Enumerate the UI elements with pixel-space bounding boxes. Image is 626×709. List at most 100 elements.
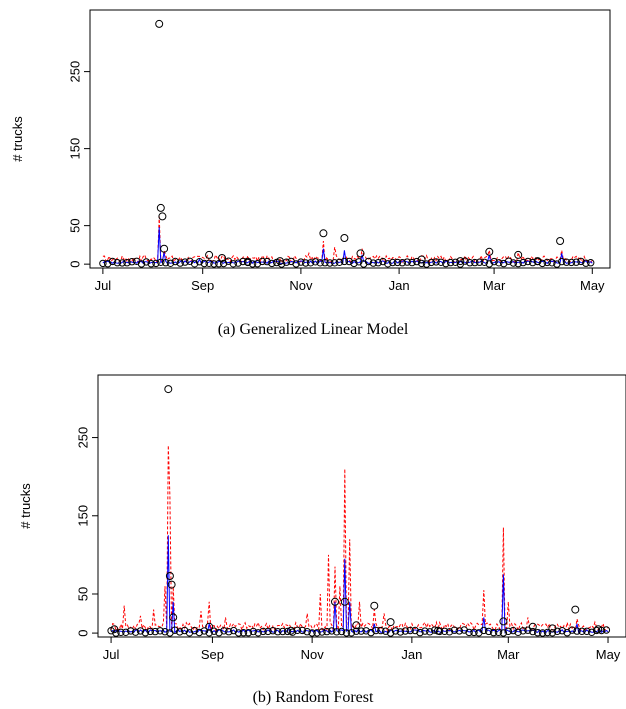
- observed-point: [504, 627, 512, 635]
- y-tick-label: 250: [67, 61, 82, 83]
- observed-point: [318, 628, 326, 636]
- observed-point: [286, 626, 295, 635]
- figure-caption: (b) Random Forest: [253, 689, 374, 706]
- observed-point: [205, 259, 213, 267]
- observed-point: [437, 258, 445, 266]
- observed-point: [342, 629, 351, 637]
- observed-point: [403, 258, 411, 266]
- observed-point: [176, 628, 184, 636]
- observed-point: [244, 629, 253, 637]
- observed-point: [323, 627, 331, 636]
- y-tick-label: 250: [75, 427, 90, 449]
- observed-point: [426, 628, 434, 636]
- observed-point: [406, 626, 414, 635]
- observed-point: [117, 628, 125, 636]
- observed-point: [319, 229, 328, 238]
- y-tick-label: 50: [75, 587, 90, 601]
- observed-point: [417, 259, 426, 268]
- observed-point: [538, 629, 547, 637]
- observed-point: [432, 258, 440, 266]
- observed-point: [108, 257, 117, 266]
- x-tick-label: Sep: [201, 647, 224, 662]
- observed-point: [176, 259, 184, 267]
- observed-point: [578, 627, 586, 635]
- observed-point: [297, 258, 305, 266]
- y-tick-label: 150: [75, 505, 90, 527]
- observed-point: [543, 258, 551, 267]
- observed-point: [155, 19, 164, 28]
- observed-point: [171, 626, 179, 634]
- observed-point: [451, 258, 460, 266]
- observed-point: [602, 626, 611, 634]
- observed-point: [171, 257, 180, 266]
- observed-point: [268, 259, 276, 268]
- observed-point: [450, 626, 459, 634]
- observed-point: [543, 628, 552, 637]
- observed-point: [475, 258, 484, 266]
- observed-point: [137, 260, 146, 268]
- observed-point: [434, 626, 442, 635]
- observed-point: [164, 385, 173, 394]
- observed-point: [239, 257, 247, 266]
- observed-point: [514, 259, 522, 268]
- series-line-red-dashed: [110, 445, 609, 633]
- observed-point: [122, 628, 130, 636]
- observed-point: [340, 597, 349, 606]
- observed-point: [190, 626, 199, 635]
- observed-point: [534, 629, 542, 637]
- observed-point: [465, 628, 473, 637]
- x-tick-label: Mar: [497, 647, 520, 662]
- observed-point: [303, 628, 311, 636]
- observed-point: [306, 259, 315, 267]
- observed-point: [248, 260, 257, 268]
- observed-point: [110, 625, 119, 634]
- observed-point: [519, 627, 527, 635]
- observed-point: [490, 257, 498, 266]
- observed-point: [127, 627, 135, 635]
- observed-point: [156, 627, 164, 635]
- observed-point: [583, 627, 591, 635]
- observed-point: [384, 260, 392, 268]
- observed-point: [355, 258, 363, 266]
- observed-point: [200, 627, 209, 635]
- observed-point: [499, 629, 508, 637]
- observed-point: [190, 260, 199, 268]
- observed-point: [195, 628, 204, 637]
- observed-point: [480, 626, 488, 635]
- observed-point: [283, 627, 292, 636]
- observed-point: [572, 258, 580, 266]
- observed-point: [485, 627, 493, 636]
- data-area: [99, 216, 595, 268]
- observed-point: [391, 627, 400, 635]
- observed-point: [218, 254, 226, 262]
- x-tick-label: Nov: [289, 278, 313, 293]
- observed-point: [123, 259, 131, 267]
- observed-point: [556, 237, 565, 245]
- observed-point: [455, 627, 463, 635]
- observed-point: [558, 627, 566, 635]
- observed-point: [337, 627, 346, 636]
- observed-point: [220, 627, 228, 635]
- observed-point: [347, 629, 356, 637]
- observed-point: [165, 572, 174, 580]
- observed-point: [205, 629, 213, 637]
- observed-point: [417, 255, 426, 264]
- observed-point: [509, 259, 518, 267]
- observed-point: [352, 627, 360, 635]
- observed-point: [485, 260, 493, 268]
- observed-point: [269, 627, 277, 635]
- observed-point: [254, 629, 262, 637]
- observed-point: [234, 629, 243, 637]
- x-tick-label: Nov: [301, 647, 325, 662]
- observed-point: [169, 613, 178, 622]
- observed-point: [160, 244, 169, 253]
- observed-point: [292, 260, 300, 268]
- y-axis-label: # trucks: [18, 483, 33, 529]
- observed-point: [445, 628, 454, 636]
- observed-point: [313, 629, 321, 637]
- observed-point: [142, 258, 151, 266]
- observed-point: [141, 629, 150, 637]
- observed-point: [398, 259, 406, 267]
- observed-point: [152, 259, 160, 268]
- observed-point: [548, 629, 557, 637]
